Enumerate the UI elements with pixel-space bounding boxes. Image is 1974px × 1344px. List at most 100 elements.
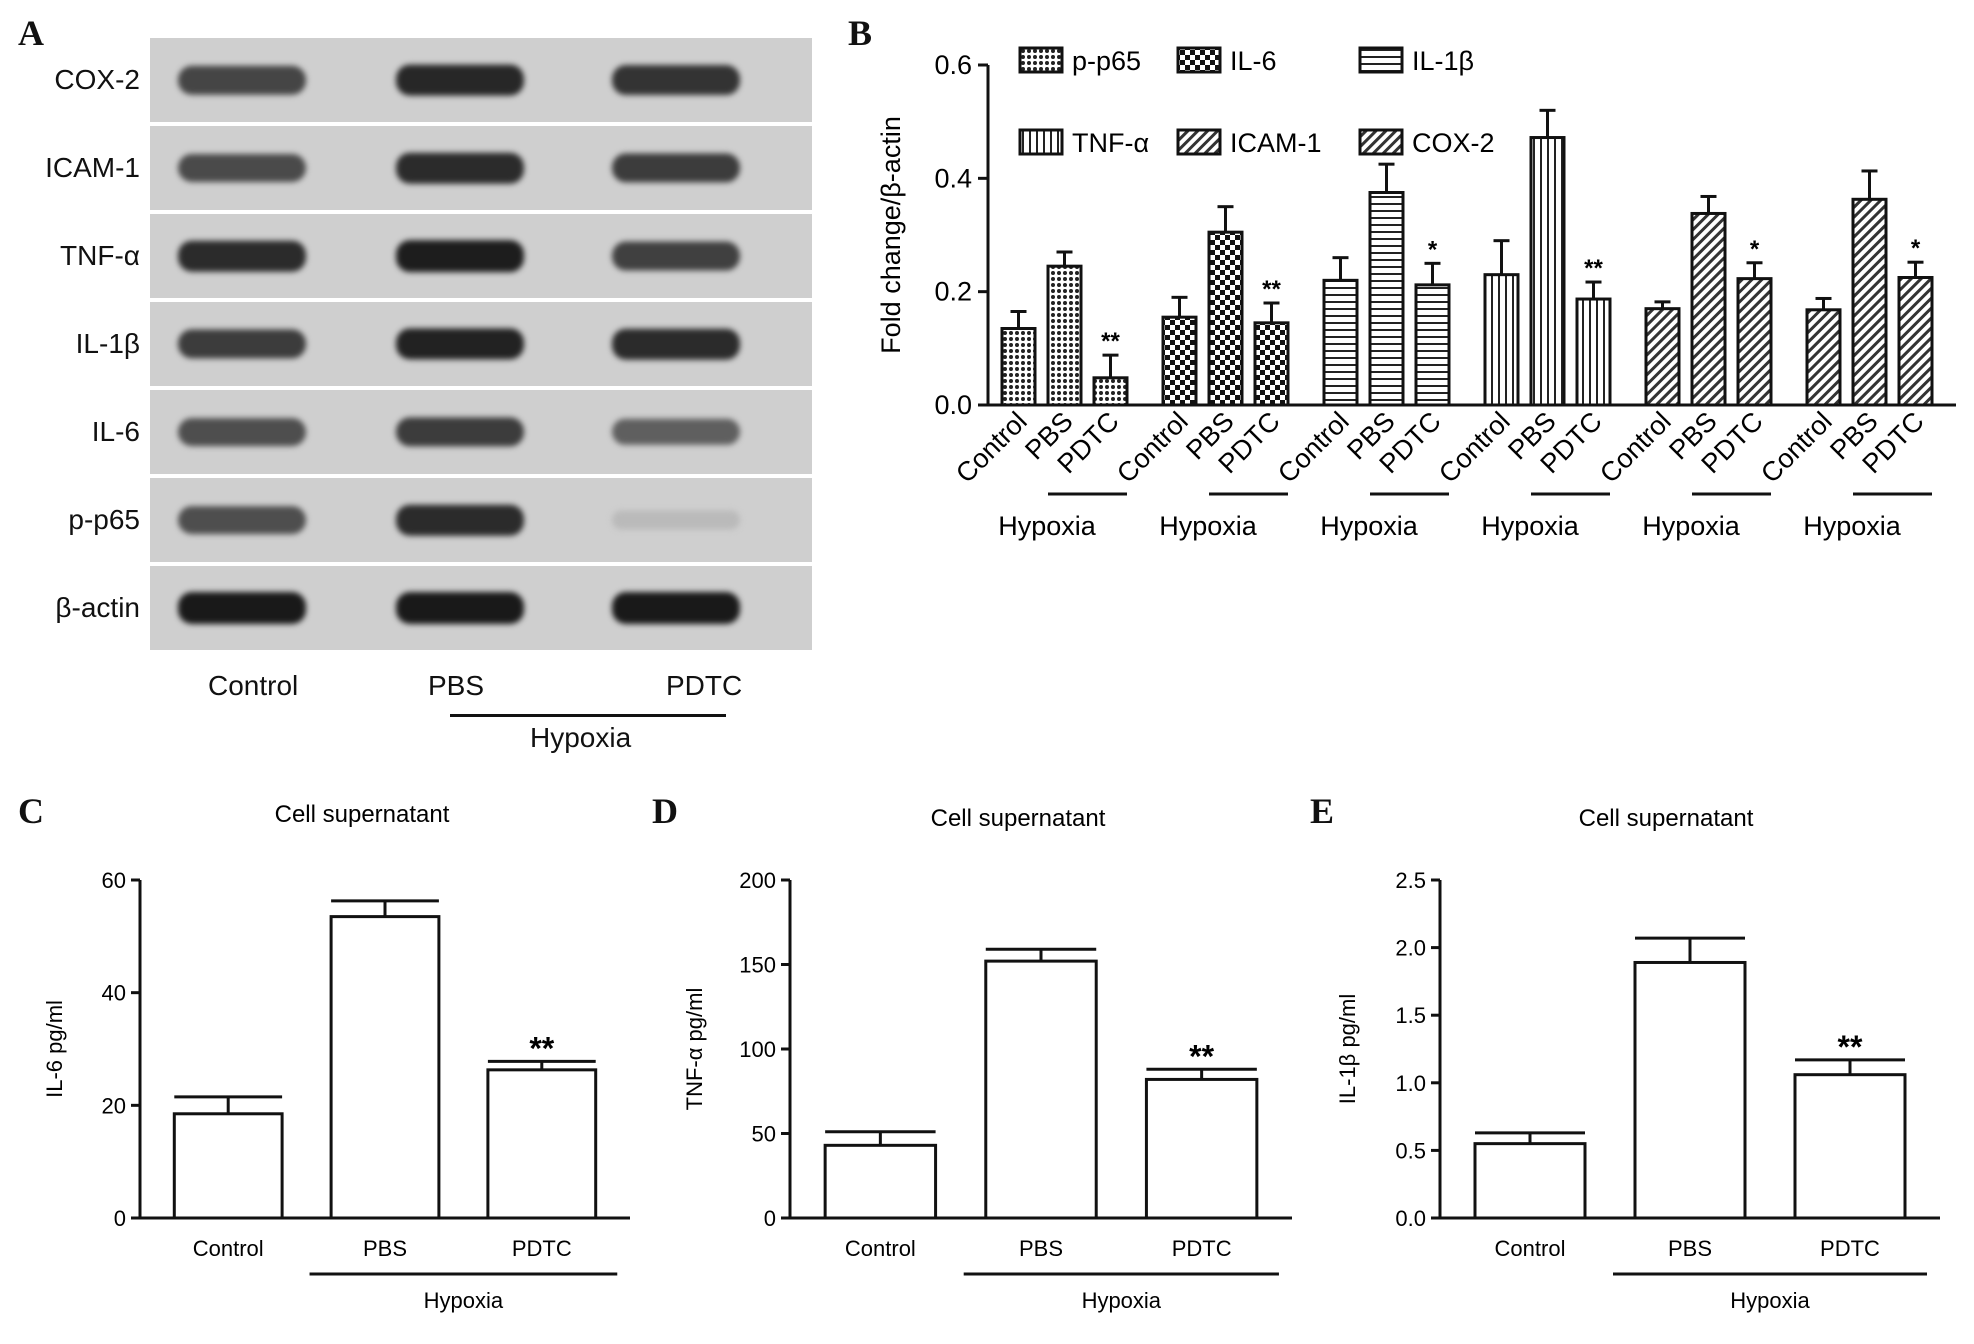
blot-band: [396, 328, 524, 360]
bar-il-1-control: [1322, 278, 1359, 407]
blot-lane-label-pdtc: PDTC: [666, 670, 743, 701]
blot-row-icam-1: [150, 126, 812, 210]
bar-pbs: [984, 959, 1098, 1220]
y-tick-label: 2.0: [1395, 936, 1426, 961]
panel-letter-c: C: [18, 791, 44, 831]
legend-swatch: [1358, 46, 1404, 74]
y-tick-label: 60: [102, 868, 126, 893]
blot-band: [396, 152, 524, 184]
y-tick-label: 0.6: [934, 50, 972, 80]
y-tick-label: 40: [102, 981, 126, 1006]
blot-row-p-p65: [150, 478, 812, 562]
blot-band: [178, 506, 306, 534]
y-tick-label: 20: [102, 1093, 126, 1118]
blot-band: [396, 504, 524, 536]
blot-band: [396, 240, 524, 272]
chart-title: Cell supernatant: [931, 805, 1106, 832]
y-tick-label: 0: [114, 1206, 126, 1231]
significance-mark: *: [1750, 236, 1760, 263]
y-tick-label: 0.4: [934, 163, 972, 193]
blot-row-label: ICAM-1: [45, 152, 140, 183]
x-tick-label: PDTC: [1820, 1236, 1880, 1261]
y-axis-label: TNF-α pg/ml: [682, 988, 707, 1111]
x-tick-label: Control: [1495, 1236, 1566, 1261]
panel-letter-a: A: [18, 13, 44, 53]
bar-p-p65-pdtc: [1092, 376, 1129, 407]
bar-control: [823, 1143, 938, 1220]
legend-swatch: [1018, 128, 1064, 156]
blot-band: [612, 241, 740, 271]
bar-cox-2-control: [1805, 308, 1842, 407]
bar-p-p65-control: [1000, 327, 1037, 407]
y-axis-label: IL-1β pg/ml: [1335, 994, 1360, 1104]
blot-lane-label-pbs: PBS: [428, 670, 485, 701]
hypoxia-label: Hypoxia: [1642, 511, 1741, 541]
chart-title: Cell supernatant: [275, 801, 450, 828]
x-tick-label: PBS: [1019, 1236, 1063, 1261]
blot-row-label: COX-2: [54, 64, 140, 95]
blot-band: [178, 153, 306, 183]
blot-hypoxia-label: Hypoxia: [530, 722, 632, 753]
legend-swatch: [1358, 128, 1404, 156]
hypoxia-label: Hypoxia: [1481, 511, 1580, 541]
y-axis-label: Fold change/β-actin: [876, 116, 906, 354]
y-tick-label: 150: [739, 953, 776, 978]
x-tick-label: PDTC: [512, 1236, 572, 1261]
bar-tnf-pdtc: [1575, 297, 1612, 407]
bar-control: [1473, 1142, 1587, 1220]
significance-mark: **: [1189, 1038, 1214, 1074]
blot-band: [178, 418, 306, 446]
bar-cox-2-pdtc: [1897, 276, 1934, 407]
legend-swatch: [1176, 46, 1222, 74]
hypoxia-label: Hypoxia: [1159, 511, 1258, 541]
bar-tnf-control: [1483, 273, 1520, 407]
significance-mark: **: [1584, 255, 1603, 282]
panel-letter-e: E: [1310, 791, 1335, 831]
y-tick-label: 0.0: [1395, 1206, 1426, 1231]
significance-mark: *: [1911, 235, 1921, 262]
blot-band: [612, 328, 740, 360]
blot-row-il-6: [150, 390, 812, 474]
blot-row-label: IL-6: [91, 416, 140, 447]
y-tick-label: 100: [739, 1037, 776, 1062]
hypoxia-label: Hypoxia: [1730, 1288, 1810, 1313]
bar-pdtc: [1793, 1073, 1907, 1220]
blot-row-label: TNF-α: [60, 240, 140, 271]
significance-mark: **: [1838, 1029, 1863, 1065]
blot-band: [396, 592, 524, 624]
significance-mark: **: [529, 1030, 554, 1066]
blot-band: [612, 592, 740, 624]
blot-band: [396, 417, 524, 447]
bar-pdtc: [486, 1068, 598, 1220]
bar-control: [172, 1112, 284, 1220]
blot-band: [178, 329, 306, 359]
y-tick-label: 0.2: [934, 277, 972, 307]
significance-mark: *: [1428, 236, 1438, 263]
x-tick-label: PBS: [1668, 1236, 1712, 1261]
y-tick-label: 50: [752, 1122, 776, 1147]
hypoxia-label: Hypoxia: [1082, 1288, 1162, 1313]
significance-mark: **: [1101, 328, 1120, 355]
hypoxia-label: Hypoxia: [424, 1288, 504, 1313]
bar-icam-1-pbs: [1690, 211, 1727, 407]
legend-label: TNF-α: [1072, 128, 1149, 158]
y-tick-label: 0.0: [934, 390, 972, 420]
bar-pdtc: [1144, 1077, 1259, 1220]
bar-tnf-pbs: [1529, 136, 1566, 407]
y-tick-label: 200: [739, 868, 776, 893]
x-tick-label: Control: [193, 1236, 264, 1261]
x-tick-label: Control: [845, 1236, 916, 1261]
bar-il-6-pbs: [1207, 230, 1244, 407]
bar-pbs: [329, 915, 441, 1220]
y-tick-label: 2.5: [1395, 868, 1426, 893]
legend-label: ICAM-1: [1230, 128, 1322, 158]
blot-band: [612, 510, 740, 530]
bar-il-1-pdtc: [1414, 283, 1451, 407]
blot-lane-label-control: Control: [208, 670, 299, 701]
blot-row-il-1: [150, 302, 812, 386]
blot-band: [178, 592, 306, 624]
legend-label: COX-2: [1412, 128, 1495, 158]
panel-letter-d: D: [652, 791, 678, 831]
